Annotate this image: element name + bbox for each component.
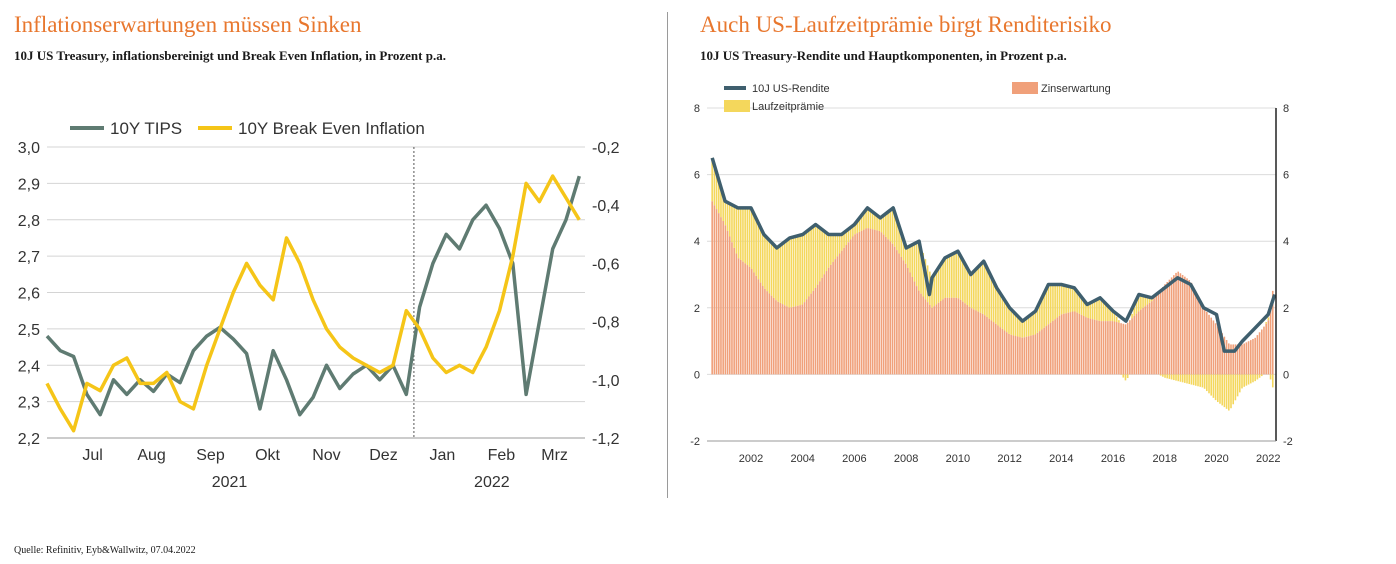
left-y2-tick-label: -0,4 — [592, 198, 620, 215]
right-y-tick-label: 8 — [694, 103, 700, 115]
legend-label-premium: Laufzeitprämie — [752, 101, 824, 113]
left-chart-subtitle: 10J US Treasury, inflationsbereinigt und… — [14, 48, 446, 63]
right-y-tick-label: 2 — [694, 303, 700, 315]
right-y2-tick-label: 2 — [1283, 303, 1289, 315]
right-x-tick-label: 2020 — [1204, 453, 1228, 465]
left-x-tick-label: Jan — [430, 447, 456, 464]
left-y-tick-label: 2,7 — [18, 249, 40, 266]
left-x-tick-label: Dez — [369, 447, 397, 464]
right-x-tick-label: 2016 — [1101, 453, 1125, 465]
left-x-tick-label: Okt — [255, 447, 280, 464]
right-chart-subtitle: 10J US Treasury-Rendite und Hauptkompone… — [700, 48, 1067, 63]
right-x-tick-label: 2018 — [1153, 453, 1177, 465]
right-x-tick-label: 2010 — [946, 453, 970, 465]
left-y2-tick-label: -1,0 — [592, 373, 620, 390]
right-x-tick-label: 2002 — [739, 453, 763, 465]
left-x-tick-label: Sep — [196, 447, 225, 464]
left-series-line — [45, 174, 581, 433]
left-y-tick-label: 2,8 — [18, 213, 40, 230]
right-y-tick-label: -2 — [690, 436, 700, 448]
right-y-tick-label: 0 — [694, 369, 700, 381]
left-x-tick-label: Aug — [137, 447, 165, 464]
legend-label-expectation: Zinserwartung — [1041, 83, 1111, 95]
left-y2-tick-label: -0,6 — [592, 256, 620, 273]
right-y2-tick-label: 8 — [1283, 103, 1289, 115]
right-y2-tick-label: -2 — [1283, 436, 1293, 448]
right-y-tick-label: 4 — [694, 236, 700, 248]
right-y2-tick-label: 4 — [1283, 236, 1289, 248]
left-x-tick-label: Jul — [82, 447, 102, 464]
source-note: Quelle: Refinitiv, Eyb&Wallwitz, 07.04.2… — [14, 545, 196, 556]
panel-divider — [667, 12, 668, 498]
legend-label-bei: 10Y Break Even Inflation — [238, 119, 425, 138]
left-x-tick-label: Nov — [312, 447, 340, 464]
right-x-tick-label: 2006 — [842, 453, 866, 465]
left-y-tick-label: 2,4 — [18, 358, 40, 375]
right-x-tick-label: 2014 — [1049, 453, 1073, 465]
left-year-label: 2022 — [474, 474, 510, 491]
legend-swatch-expectation — [1012, 82, 1038, 94]
left-y-tick-label: 3,0 — [18, 140, 40, 157]
right-x-tick-label: 2012 — [997, 453, 1021, 465]
legend-label-tips: 10Y TIPS — [110, 119, 182, 138]
left-x-tick-label: Mrz — [541, 447, 568, 464]
left-y-tick-label: 2,3 — [18, 395, 40, 412]
right-chart-title: Auch US-Laufzeitprämie birgt Renditerisi… — [700, 12, 1112, 37]
right-y-tick-label: 6 — [694, 170, 700, 182]
left-chart-title: Inflationserwartungen müssen Sinken — [14, 12, 362, 37]
left-y2-tick-label: -1,2 — [592, 431, 620, 448]
left-y-tick-label: 2,5 — [18, 322, 40, 339]
left-year-label: 2021 — [212, 474, 248, 491]
left-y-tick-label: 2,2 — [18, 431, 40, 448]
left-x-tick-label: Feb — [488, 447, 516, 464]
right-x-tick-label: 2008 — [894, 453, 918, 465]
yield-line — [710, 157, 1277, 353]
left-y2-tick-label: -0,8 — [592, 315, 620, 332]
left-y2-tick-label: -0,2 — [592, 140, 620, 157]
left-y-tick-label: 2,9 — [18, 176, 40, 193]
left-series-line — [45, 175, 581, 417]
right-x-tick-label: 2004 — [790, 453, 814, 465]
left-y-tick-label: 2,6 — [18, 286, 40, 303]
legend-label-yield: 10J US-Rendite — [752, 83, 830, 95]
right-y2-tick-label: 0 — [1283, 369, 1289, 381]
right-x-tick-label: 2022 — [1256, 453, 1280, 465]
legend-swatch-premium — [724, 100, 750, 112]
right-y2-tick-label: 6 — [1283, 170, 1289, 182]
